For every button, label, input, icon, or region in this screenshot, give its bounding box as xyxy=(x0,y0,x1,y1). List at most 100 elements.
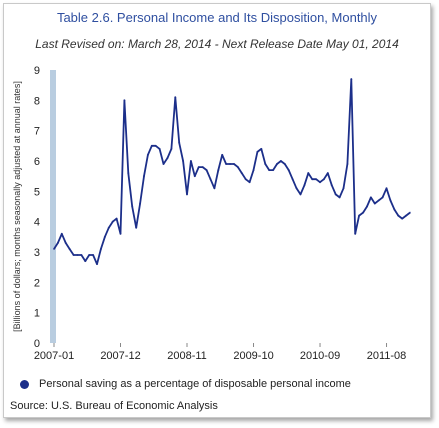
data-point xyxy=(315,178,318,181)
data-point xyxy=(201,166,204,169)
legend: Personal saving as a percentage of dispo… xyxy=(20,378,351,390)
data-point xyxy=(275,163,278,166)
data-point xyxy=(232,163,235,166)
data-point xyxy=(252,169,255,172)
data-point xyxy=(264,163,267,166)
data-point xyxy=(186,193,189,196)
data-point xyxy=(240,172,243,175)
data-point xyxy=(319,181,322,184)
x-tick-label: 2007-01 xyxy=(34,350,74,362)
data-point xyxy=(53,247,55,250)
series-line xyxy=(53,78,411,266)
x-tick-label: 2010-09 xyxy=(300,350,340,362)
data-point xyxy=(377,199,380,202)
x-tick-label: 2007-12 xyxy=(100,350,140,362)
data-point xyxy=(64,241,67,244)
data-point xyxy=(334,193,337,196)
chart-frame: Table 2.6. Personal Income and Its Dispo… xyxy=(3,3,431,418)
data-point xyxy=(178,141,181,144)
y-tick-label: 9 xyxy=(34,65,40,77)
data-point xyxy=(272,169,275,172)
legend-label: Personal saving as a percentage of dispo… xyxy=(39,378,351,390)
data-point xyxy=(362,211,365,214)
data-point xyxy=(56,241,59,244)
data-point xyxy=(350,78,353,81)
data-point xyxy=(142,175,145,178)
data-point xyxy=(358,214,361,217)
data-point xyxy=(260,147,263,150)
data-point xyxy=(221,153,224,156)
data-point xyxy=(135,226,138,229)
data-point xyxy=(166,156,169,159)
data-point xyxy=(244,178,247,181)
x-tick-label: 2009-10 xyxy=(233,350,273,362)
data-point xyxy=(68,247,71,250)
data-point xyxy=(311,178,314,181)
data-point xyxy=(342,187,345,190)
y-tick-label: 4 xyxy=(34,217,40,229)
data-point xyxy=(295,187,298,190)
data-point xyxy=(369,196,372,199)
y-tick-label: 6 xyxy=(34,156,40,168)
data-point xyxy=(107,226,110,229)
data-point xyxy=(76,254,79,257)
line-chart: 0 1 2 3 4 5 6 7 8 9 [Billions of dollars; months s… xyxy=(12,65,411,362)
data-point xyxy=(248,181,251,184)
data-point xyxy=(338,196,341,199)
data-point xyxy=(256,150,259,153)
data-point xyxy=(92,254,95,257)
x-tick-label: 2011-08 xyxy=(367,350,407,362)
y-tick-label: 8 xyxy=(34,95,40,107)
data-point xyxy=(217,169,220,172)
data-point xyxy=(119,232,122,235)
data-point xyxy=(60,232,63,235)
y-tick-label: 0 xyxy=(34,338,40,350)
data-point xyxy=(170,147,173,150)
data-point xyxy=(127,172,130,175)
y-tick-label: 1 xyxy=(34,308,40,320)
data-point xyxy=(330,184,333,187)
data-point xyxy=(88,254,91,257)
y-axis-band xyxy=(50,70,56,343)
data-point xyxy=(299,193,302,196)
data-point xyxy=(72,254,75,257)
data-point xyxy=(287,169,290,172)
data-point xyxy=(115,217,118,220)
data-point xyxy=(373,202,376,205)
legend-marker xyxy=(20,379,29,389)
data-point xyxy=(229,163,232,166)
data-point xyxy=(103,235,106,238)
data-point xyxy=(162,163,165,166)
y-tick-label: 7 xyxy=(34,126,40,138)
data-point xyxy=(131,205,134,208)
data-point xyxy=(307,172,310,175)
data-point xyxy=(189,160,192,162)
data-point xyxy=(385,187,388,190)
data-point xyxy=(205,169,208,172)
data-point xyxy=(80,254,83,257)
data-point xyxy=(268,169,271,172)
data-point xyxy=(99,247,102,250)
data-point xyxy=(303,184,306,187)
data-point xyxy=(158,147,161,150)
data-point xyxy=(111,220,114,223)
data-point xyxy=(84,260,87,263)
data-point xyxy=(123,99,126,102)
data-point xyxy=(291,178,294,181)
chart-subtitle: Last Revised on: March 28, 2014 - Next R… xyxy=(35,37,399,51)
data-point xyxy=(322,178,325,181)
data-point xyxy=(326,172,329,175)
data-point xyxy=(150,144,153,147)
data-point xyxy=(393,208,396,211)
data-point xyxy=(174,96,177,99)
data-point xyxy=(225,163,228,166)
data-point xyxy=(139,202,142,205)
source-note: Source: U.S. Bureau of Economic Analysis xyxy=(10,400,218,412)
data-point xyxy=(346,163,349,166)
data-point xyxy=(365,205,368,208)
data-point xyxy=(209,178,212,181)
data-point xyxy=(401,217,404,220)
x-tick-label: 2008-11 xyxy=(167,350,207,362)
data-point xyxy=(381,196,384,199)
chart-title: Table 2.6. Personal Income and Its Dispo… xyxy=(56,10,378,25)
